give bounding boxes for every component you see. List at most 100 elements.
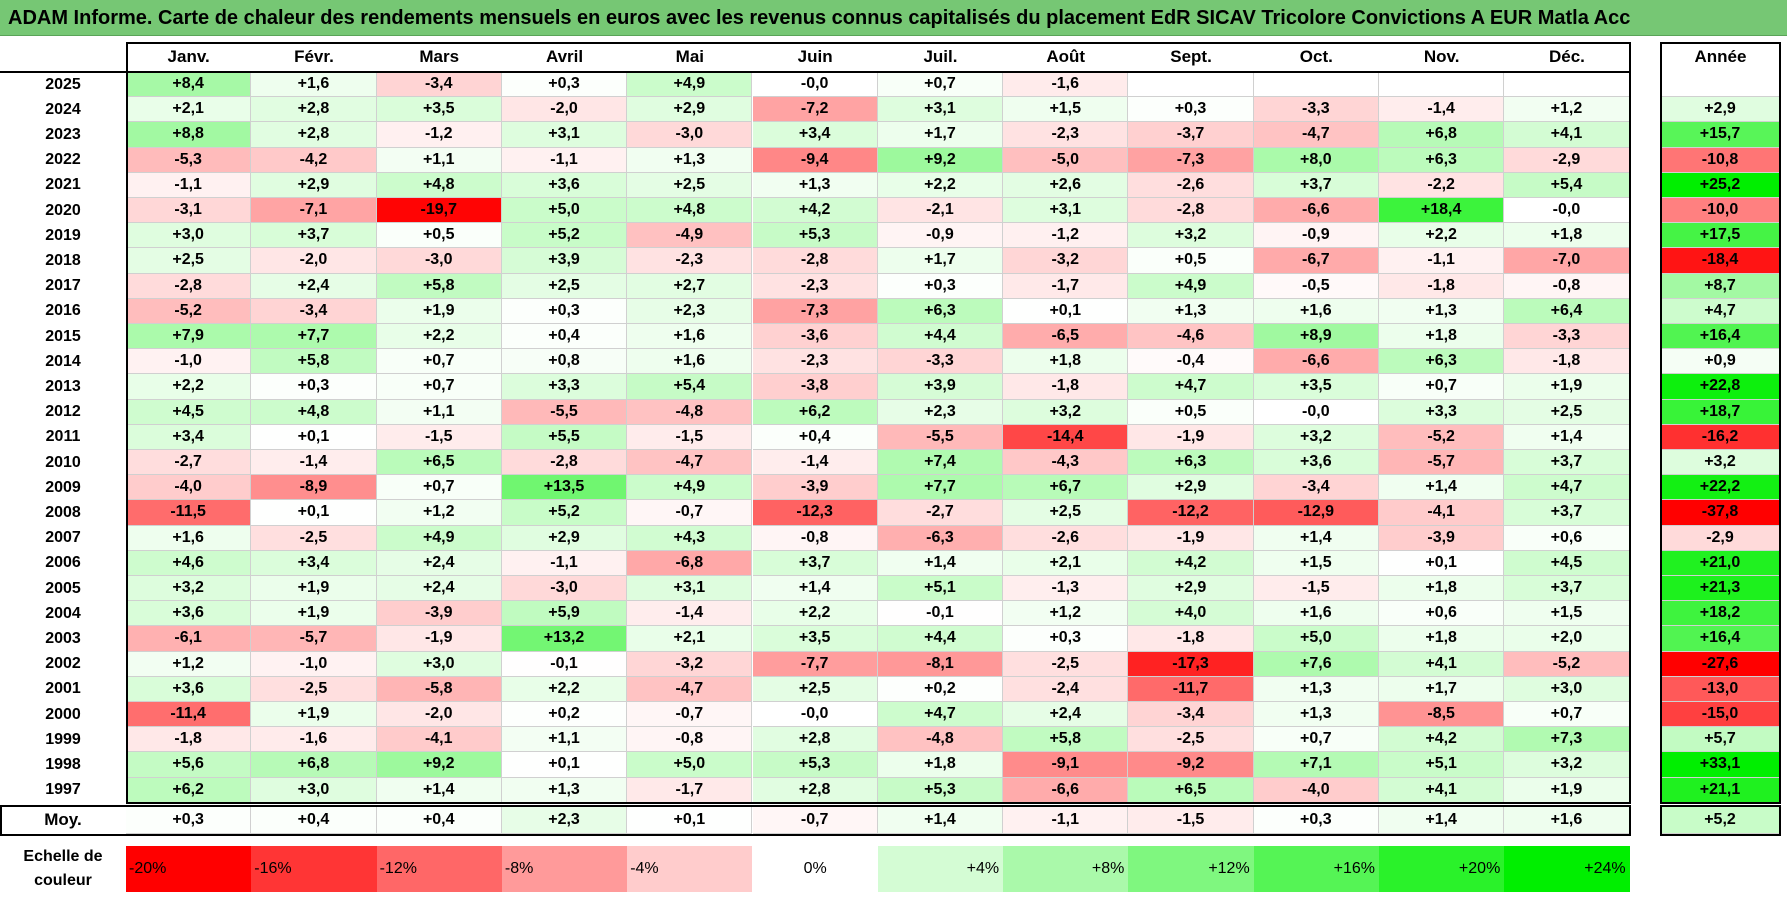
heatmap-cell: +4,4: [877, 626, 1004, 652]
heatmap-cell: -4,1: [1379, 500, 1505, 526]
column-header-5: Juin: [797, 47, 833, 66]
heatmap-cell: -5,8: [376, 676, 502, 702]
heatmap-cell: +1,7: [1379, 676, 1505, 702]
heatmap-cell: +0,1: [1379, 550, 1505, 576]
heatmap-cell: -8,9: [251, 475, 377, 501]
annual-cell: -15,0: [1660, 702, 1781, 728]
heatmap-cell: +3,4: [126, 424, 252, 450]
heatmap-cell: -1,1: [501, 147, 628, 173]
heatmap-cell: +1,2: [1504, 97, 1630, 123]
heatmap-cell: +1,5: [1504, 601, 1630, 627]
heatmap-cell: -2,0: [376, 702, 502, 728]
heatmap-cell: -7,2: [752, 97, 878, 123]
heatmap-cell: -6,6: [1253, 198, 1379, 224]
row-label-average: Moy.: [44, 810, 82, 830]
heatmap-cell: +5,6: [126, 752, 252, 778]
heatmap-cell: -3,6: [752, 324, 878, 350]
row-label-year: 2024: [45, 100, 81, 118]
heatmap-cell: -0,0: [1253, 399, 1379, 425]
heatmap-cell: -1,8: [1504, 349, 1630, 375]
heatmap-cell: +2,5: [501, 273, 628, 299]
heatmap-cell: +4,8: [376, 172, 502, 198]
column-header-annual: Année: [1694, 47, 1747, 66]
heatmap-cell: -3,4: [251, 298, 377, 324]
annual-cell: -13,0: [1660, 676, 1781, 702]
heatmap-cell: +4,9: [1128, 273, 1254, 299]
row-label-year: 2022: [45, 151, 81, 169]
annual-cell: -37,8: [1660, 500, 1781, 526]
heatmap-cell: -5,5: [501, 399, 628, 425]
heatmap-cell: -2,7: [126, 450, 252, 476]
heatmap-cell: +1,3: [627, 147, 753, 173]
heatmap-cell: +3,4: [752, 122, 878, 148]
heatmap-cell: -3,2: [627, 651, 753, 677]
annual-cell: +4,7: [1660, 298, 1781, 324]
heatmap-cell: +5,0: [501, 198, 628, 224]
heatmap-cell: +3,1: [877, 97, 1004, 123]
average-cell: -1,5: [1128, 806, 1254, 834]
heatmap-cell: -9,4: [752, 147, 878, 173]
heatmap-cell: +3,7: [1253, 172, 1379, 198]
heatmap-cell: +3,7: [251, 223, 377, 249]
heatmap-cell: -1,6: [251, 727, 377, 753]
heatmap-cell: -2,5: [1003, 651, 1129, 677]
heatmap-cell: -6,8: [627, 550, 753, 576]
heatmap-cell: +2,5: [627, 172, 753, 198]
heatmap-cell: +0,3: [501, 298, 628, 324]
heatmap-cell: [1379, 72, 1505, 98]
heatmap-cell: +6,7: [1003, 475, 1129, 501]
heatmap-cell: +3,0: [1504, 676, 1630, 702]
heatmap-cell: -5,2: [1504, 651, 1630, 677]
heatmap-cell: -1,1: [126, 172, 252, 198]
heatmap-cell: -1,1: [501, 550, 628, 576]
heatmap-cell: +6,3: [877, 298, 1004, 324]
heatmap-cell: -1,4: [251, 450, 377, 476]
heatmap-cell: +1,1: [376, 147, 502, 173]
column-header-0: Janv.: [167, 47, 210, 66]
heatmap-cell: +0,3: [1128, 97, 1254, 123]
heatmap-cell: +1,7: [877, 248, 1004, 274]
heatmap-cell: +0,7: [1379, 374, 1505, 400]
heatmap-cell: +0,7: [376, 349, 502, 375]
heatmap-cell: +1,9: [251, 576, 377, 602]
heatmap-cell: +8,8: [126, 122, 252, 148]
heatmap-cell: +8,9: [1253, 324, 1379, 350]
heatmap-cell: -1,2: [1003, 223, 1129, 249]
heatmap-cell: +0,1: [251, 424, 377, 450]
heatmap-cell: -19,7: [376, 198, 502, 224]
heatmap-cell: -2,8: [501, 450, 628, 476]
heatmap-cell: +4,0: [1128, 601, 1254, 627]
heatmap-cell: +5,4: [1504, 172, 1630, 198]
heatmap-cell: +6,5: [1128, 777, 1254, 803]
heatmap-cell: +1,8: [1379, 324, 1505, 350]
heatmap-cell: +1,3: [1253, 676, 1379, 702]
heatmap-cell: +9,2: [376, 752, 502, 778]
heatmap-cell: -0,8: [1504, 273, 1630, 299]
heatmap-cell: +4,5: [126, 399, 252, 425]
average-cell: +0,3: [1253, 806, 1379, 834]
heatmap-cell: +6,4: [1504, 298, 1630, 324]
heatmap-cell: +1,2: [1003, 601, 1129, 627]
column-header-2: Mars: [419, 47, 460, 66]
heatmap-cell: -4,0: [1253, 777, 1379, 803]
row-label-year: 2013: [45, 377, 81, 395]
heatmap-cell: +13,2: [501, 626, 628, 652]
heatmap-cell: +1,1: [501, 727, 628, 753]
heatmap-cell: +2,0: [1504, 626, 1630, 652]
heatmap-cell: +1,9: [251, 702, 377, 728]
heatmap-cell: -3,3: [1504, 324, 1630, 350]
heatmap-cell: -3,9: [1379, 525, 1505, 551]
heatmap-cell: -3,4: [1253, 475, 1379, 501]
heatmap-cell: +4,7: [1504, 475, 1630, 501]
heatmap-cell: -2,6: [1128, 172, 1254, 198]
heatmap-cell: -2,3: [752, 273, 878, 299]
heatmap-cell: +2,8: [752, 777, 878, 803]
heatmap-cell: -3,9: [376, 601, 502, 627]
annual-cell: +22,8: [1660, 374, 1781, 400]
row-label-year: 2004: [45, 604, 81, 622]
annual-cell: +25,2: [1660, 172, 1781, 198]
heatmap-cell: +3,7: [1504, 450, 1630, 476]
heatmap-cell: +2,8: [752, 727, 878, 753]
heatmap-cell: -3,4: [1128, 702, 1254, 728]
heatmap-cell: +1,3: [1379, 298, 1505, 324]
